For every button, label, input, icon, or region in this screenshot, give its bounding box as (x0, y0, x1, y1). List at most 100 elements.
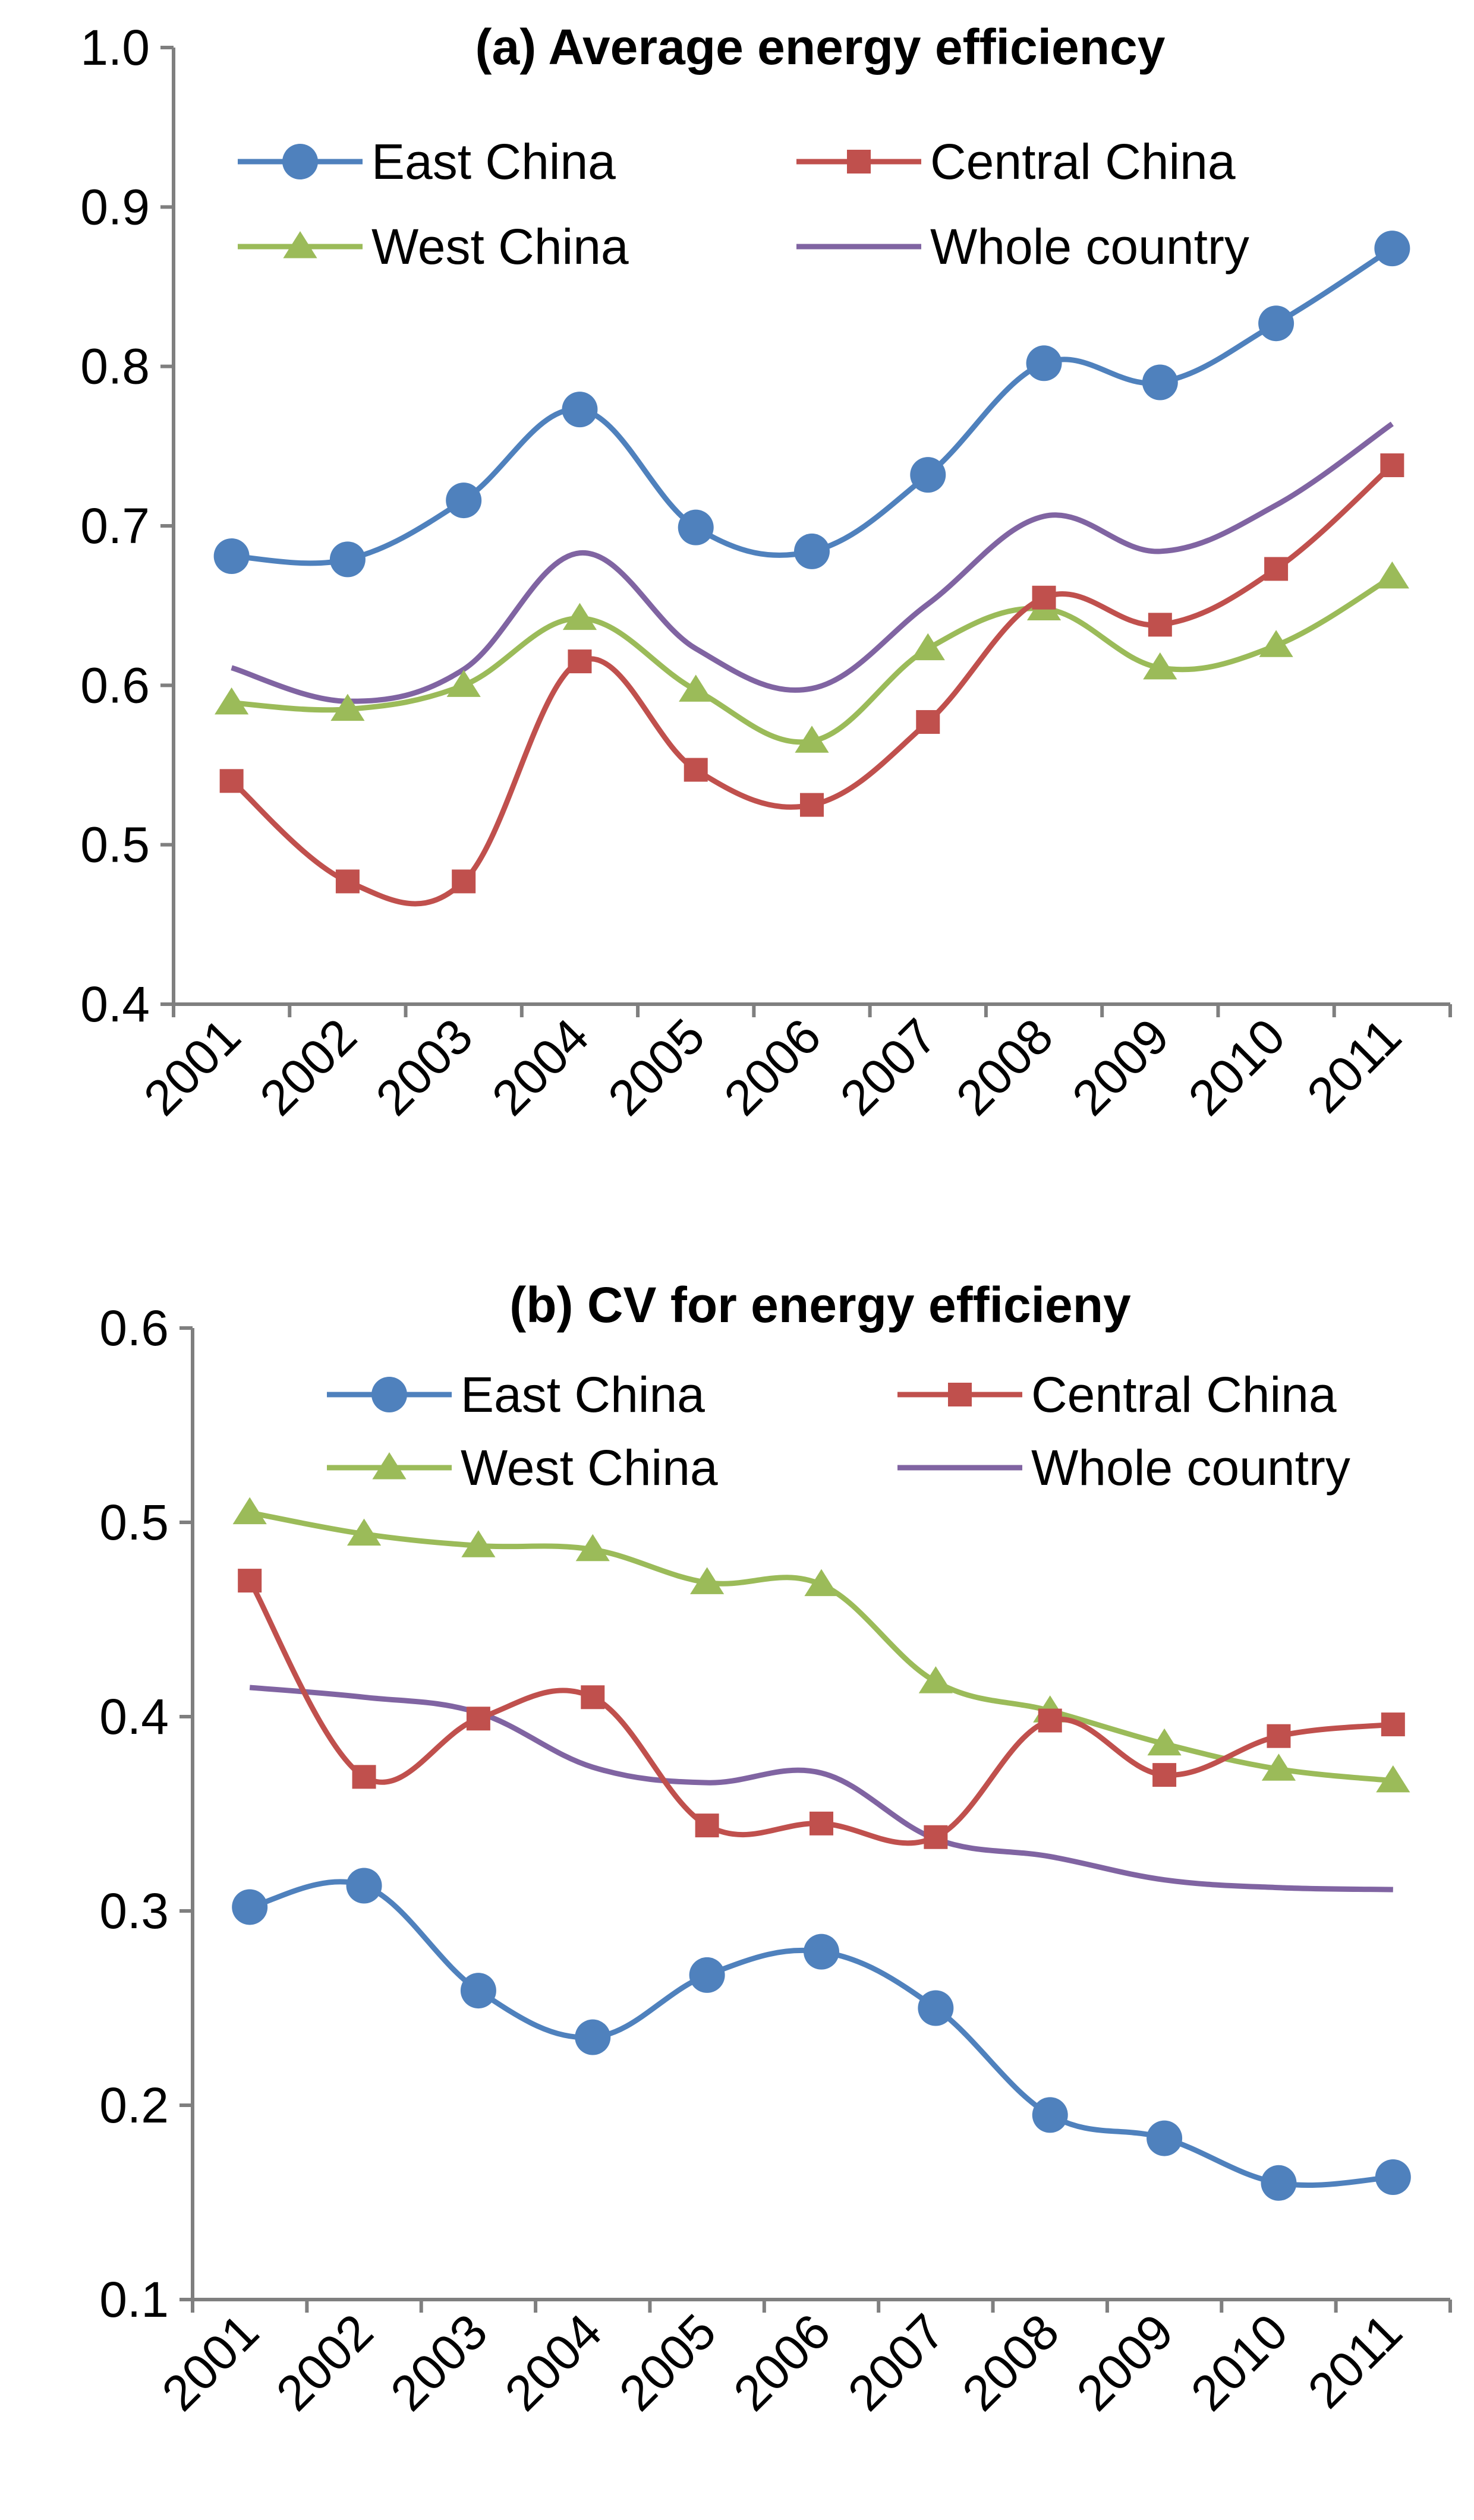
series-line-central-china (229, 463, 1394, 907)
legend-marker (282, 144, 318, 179)
x-tick-label: 2011 (1296, 1008, 1412, 1123)
data-point-east-china (689, 1957, 725, 1993)
chart-average-energy-efficiency: 0.40.50.60.70.80.91.02001200220032004200… (80, 19, 1452, 1126)
data-point-central-china (238, 1569, 262, 1593)
series-west-china (215, 561, 1409, 753)
data-point-central-china (810, 1811, 833, 1835)
data-point-central-china (800, 793, 824, 817)
data-point-west-china (446, 670, 481, 697)
data-point-east-china (1374, 231, 1410, 267)
data-point-east-china (232, 1889, 268, 1925)
data-point-east-china (562, 392, 598, 428)
data-point-central-china (219, 769, 244, 793)
series-line-whole-country (249, 1685, 1393, 1893)
x-tick-label: 2001 (151, 2303, 269, 2421)
x-tick-label: 2008 (952, 2303, 1070, 2421)
series-whole-country (249, 1685, 1393, 1893)
data-point-central-china (1380, 453, 1404, 478)
data-point-central-china (581, 1685, 605, 1710)
x-tick-label: 2010 (1180, 2303, 1299, 2421)
x-tick-label: 2011 (1297, 2303, 1412, 2418)
data-point-east-china (1032, 2097, 1068, 2133)
series-line-central-china (247, 1579, 1394, 1846)
x-tick-label: 2007 (829, 1008, 947, 1126)
x-tick-label: 2002 (266, 2303, 384, 2421)
legend-label: West China (371, 219, 629, 275)
y-tick-label: 0.2 (99, 2077, 169, 2133)
legend-label: East China (461, 1367, 705, 1423)
legend-entry-central-china: Central China (796, 134, 1236, 190)
series-line-whole-country (231, 421, 1394, 704)
data-point-east-china (213, 538, 250, 574)
x-tick-label: 2003 (380, 2303, 498, 2421)
data-point-central-china (1152, 1763, 1177, 1787)
data-point-west-china (347, 1518, 382, 1546)
legend-entry-west-china: West China (238, 219, 629, 275)
y-tick-label: 0.9 (80, 179, 150, 235)
data-point-east-china (804, 1934, 839, 1970)
data-point-west-china (1147, 1728, 1182, 1756)
data-point-central-china (1032, 585, 1056, 610)
legend-label: West China (461, 1440, 718, 1496)
y-tick-label: 1.0 (80, 20, 150, 75)
legend-marker (371, 1377, 407, 1412)
data-point-central-china (1148, 613, 1172, 637)
legend-label: Central China (1031, 1367, 1337, 1423)
legend-entry-whole-country: Whole country (796, 219, 1249, 275)
data-point-east-china (329, 541, 366, 578)
x-tick-label: 2006 (723, 2303, 841, 2421)
data-point-west-china (330, 693, 365, 721)
x-tick-label: 2004 (481, 1008, 600, 1126)
data-point-central-china (1381, 1712, 1405, 1737)
data-point-central-china (452, 869, 476, 894)
legend-marker (372, 1452, 407, 1480)
series-whole-country (231, 421, 1394, 704)
data-point-central-china (684, 758, 708, 782)
y-tick-label: 0.5 (80, 817, 150, 873)
x-tick-label: 2005 (597, 1008, 716, 1126)
y-tick-label: 0.6 (80, 657, 150, 713)
legend-marker (847, 150, 871, 174)
series-east-china (232, 1868, 1411, 2201)
data-point-west-china (1261, 1753, 1296, 1781)
y-tick-label: 0.4 (99, 1689, 169, 1745)
data-point-central-china (568, 649, 592, 674)
data-point-east-china (446, 482, 482, 519)
data-point-west-china (1259, 630, 1293, 657)
series-west-china (232, 1497, 1410, 1793)
data-point-central-china (695, 1813, 719, 1838)
legend-label: Central China (930, 134, 1236, 190)
y-tick-label: 0.1 (99, 2272, 169, 2327)
data-point-east-china (575, 2019, 611, 2055)
data-point-central-china (916, 710, 940, 734)
x-tick-label: 2004 (494, 2303, 612, 2421)
data-point-east-china (1142, 364, 1178, 400)
data-point-central-china (924, 1825, 948, 1849)
chart-cv-energy-efficiency: 0.10.20.30.40.50.62001200220032004200520… (99, 1277, 1452, 2421)
y-tick-label: 0.5 (99, 1494, 169, 1550)
data-point-west-china (918, 1666, 953, 1693)
chart-title: (a) Average energy efficiency (475, 19, 1166, 75)
series-line-west-china (231, 574, 1394, 745)
legend-entry-central-china: Central China (897, 1367, 1337, 1423)
data-point-east-china (346, 1868, 382, 1904)
data-point-west-china (679, 674, 713, 702)
data-point-west-china (911, 633, 945, 661)
data-point-east-china (918, 1990, 954, 2026)
data-point-west-china (461, 1530, 496, 1557)
x-tick-label: 2005 (609, 2303, 727, 2421)
data-point-west-china (1375, 561, 1409, 589)
legend-entry-east-china: East China (327, 1367, 705, 1423)
data-point-east-china (1261, 2165, 1297, 2201)
legend-entry-whole-country: Whole country (897, 1440, 1350, 1496)
series-central-china (238, 1569, 1405, 1849)
y-tick-label: 0.3 (99, 1883, 169, 1939)
x-tick-label: 2010 (1177, 1008, 1296, 1126)
data-point-west-china (1143, 652, 1177, 680)
x-tick-label: 2009 (1066, 2303, 1184, 2421)
series-central-china (219, 453, 1404, 907)
data-point-west-china (690, 1567, 725, 1594)
legend-label: East China (371, 134, 616, 190)
x-tick-label: 2002 (249, 1008, 367, 1126)
